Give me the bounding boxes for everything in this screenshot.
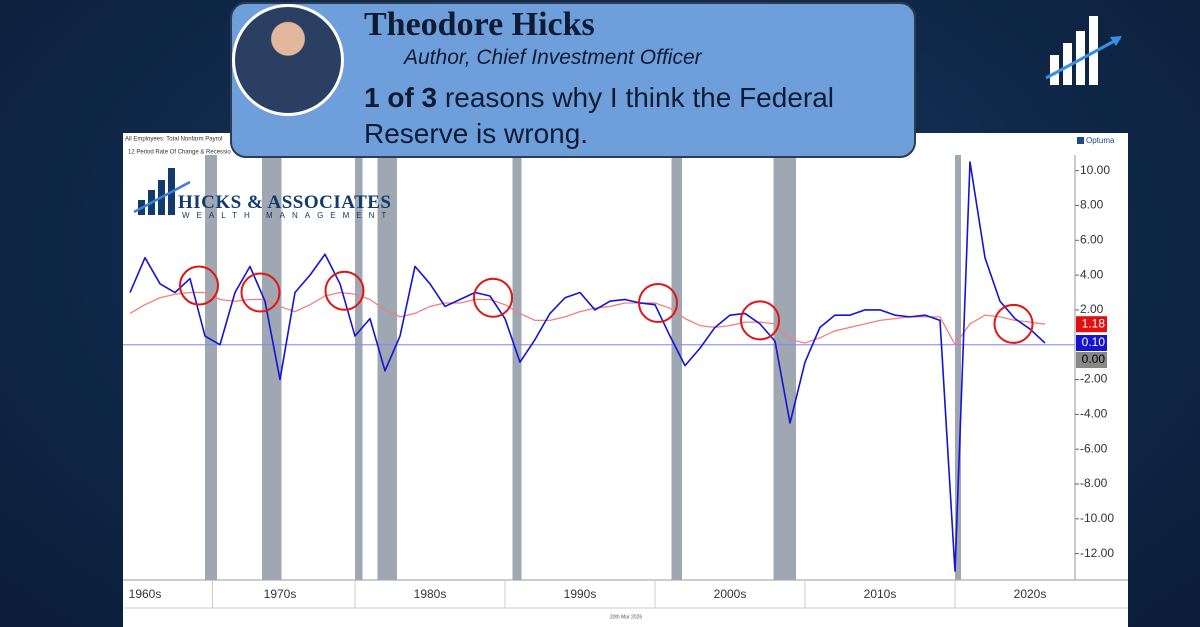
highlight-circle <box>740 300 780 341</box>
header-card: Theodore Hicks Author, Chief Investment … <box>230 2 916 158</box>
series-line <box>129 161 1046 572</box>
recession-bar <box>512 155 522 580</box>
logo-bars <box>133 168 191 215</box>
message: 1 of 3 reasons why I think the Federal R… <box>364 80 884 152</box>
recession-bar <box>355 155 363 580</box>
chart-title: All Employees: Total Nonfarm Payrol <box>125 137 222 143</box>
logo-title: HICKS & ASSOCIATES <box>178 192 392 213</box>
highlight-circle <box>240 272 281 313</box>
x-tick-label: 1970s <box>264 587 297 601</box>
brand-icon <box>1077 137 1084 144</box>
y-tick-label: 10.00 <box>1080 163 1110 177</box>
value-tag <box>1076 352 1107 368</box>
y-tick-label: 8.00 <box>1080 198 1104 212</box>
value-tag <box>1076 335 1107 351</box>
x-tick-label: 2010s <box>864 587 897 601</box>
recession-bar <box>773 155 796 580</box>
highlight-circle <box>993 303 1034 344</box>
y-tick-label: -10.00 <box>1080 511 1114 525</box>
y-tick-label: -8.00 <box>1080 476 1108 490</box>
y-tick-label: -4.00 <box>1080 407 1108 421</box>
y-tick-label: -2.00 <box>1080 372 1108 386</box>
message-text: reasons why I think the Federal Reserve … <box>364 82 835 149</box>
y-tick-label: 6.00 <box>1080 232 1104 246</box>
highlight-circle <box>179 265 219 306</box>
author-name: Theodore Hicks <box>364 6 595 43</box>
highlight-circle <box>638 282 678 323</box>
y-tick-label: 4.00 <box>1080 267 1104 281</box>
highlight-circle <box>324 270 365 311</box>
y-tick-label: -6.00 <box>1080 441 1108 455</box>
brand-logo <box>1045 16 1122 85</box>
message-lead: 1 of 3 <box>364 82 438 113</box>
brand: Optuma <box>1086 136 1115 145</box>
highlight-circle <box>473 277 513 318</box>
logo-subtitle: WEALTH MANAGEMENT <box>182 211 394 220</box>
y-tick-label: 2.00 <box>1080 302 1104 316</box>
chart-subtitle: 12 Period Rate Of Change & Recessio <box>128 150 231 156</box>
x-tick-label: 1960s <box>129 587 162 601</box>
chart-date: 20th Mar 2026 <box>610 614 642 620</box>
value-tag-label: 1.18 <box>1082 316 1106 330</box>
x-tick-label: 1990s <box>564 587 597 601</box>
author-role: Author, Chief Investment Officer <box>404 46 702 69</box>
x-tick-label: 1980s <box>414 587 447 601</box>
recession-bar <box>262 155 282 580</box>
recession-bar <box>955 155 961 580</box>
recession-bar <box>205 155 217 580</box>
x-tick-label: 2000s <box>714 587 747 601</box>
recession-bar <box>671 155 682 580</box>
value-tag <box>1076 316 1107 333</box>
y-tick-label: -12.00 <box>1080 546 1114 560</box>
profile-photo <box>232 4 344 116</box>
value-tag-label: 0.10 <box>1082 335 1106 349</box>
value-tag-label: 0.00 <box>1082 352 1106 366</box>
x-tick-label: 2020s <box>1014 587 1047 601</box>
series-line <box>129 291 1046 346</box>
